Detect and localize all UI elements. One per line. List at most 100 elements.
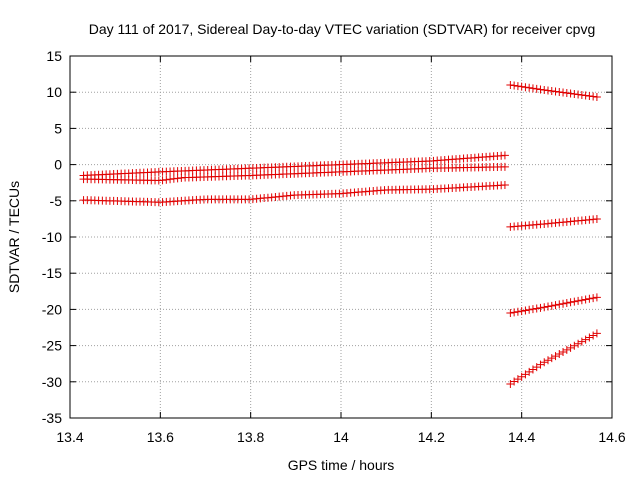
series-track-4 [506,80,601,102]
y-tick-label: -5 [50,193,63,209]
data-point [510,308,519,317]
data-point [592,93,601,102]
x-tick-label: 14 [333,429,349,445]
x-tick-label: 13.8 [237,429,264,445]
data-point [577,296,586,305]
data-point [551,87,560,96]
y-tick-label: -10 [42,229,62,245]
data-point [525,83,534,92]
data-point [592,329,601,338]
data-point [562,299,571,308]
data-point [500,151,509,160]
data-point [543,302,552,311]
data-point [532,84,541,93]
data-point [562,345,571,354]
y-tick-label: -15 [42,265,62,281]
x-axis-label: GPS time / hours [288,457,395,473]
data-point [581,295,590,304]
data-point [585,333,594,342]
x-tick-label: 14.6 [598,429,625,445]
data-point [506,80,515,89]
data-point [525,305,534,314]
data-point [585,294,594,303]
x-tick-labels: 13.4 13.6 13.8 14 14.2 14.4 14.6 [56,429,625,445]
data-point [574,339,583,348]
y-tick-label: 0 [54,157,62,173]
data-point [506,309,515,318]
y-tick-label: -35 [42,410,62,426]
data-point [581,335,590,344]
data-point [577,91,586,100]
data-point [540,303,549,312]
data-point [547,354,556,363]
series-track-7 [506,329,601,388]
series-track-6 [506,293,601,318]
x-tick-label: 14.2 [418,429,445,445]
data-point [559,347,568,356]
y-tick-label: 5 [54,120,62,136]
data-point [500,162,509,171]
data-point [566,298,575,307]
data-point [570,341,579,350]
data-point [551,301,560,310]
data-point [521,83,530,92]
y-tick-labels: 15 10 5 0 -5 -10 -15 -20 -25 -30 -35 [42,48,62,426]
y-tick-label: 15 [46,48,62,64]
data-point [574,90,583,99]
chart-title: Day 111 of 2017, Sidereal Day-to-day VTE… [89,21,596,37]
data-point [566,343,575,352]
data-point [532,304,541,313]
x-tick-label: 13.4 [56,429,83,445]
x-tick-label: 14.4 [508,429,535,445]
data-point [555,350,564,359]
data-point [513,82,522,91]
x-tick-label: 13.6 [147,429,174,445]
data-point [581,91,590,100]
y-axis-label: SDTVAR / TECUs [6,181,22,293]
data-point [528,305,537,314]
data-point [543,86,552,95]
data-point [513,307,522,316]
data-points [79,80,601,388]
series-track-1 [79,151,509,180]
data-point [566,89,575,98]
data-point [528,84,537,93]
data-point [559,299,568,308]
data-point [574,296,583,305]
data-point [547,87,556,96]
data-point [592,293,601,302]
data-point [570,90,579,99]
data-point [589,331,598,340]
data-point [585,92,594,101]
data-point [540,86,549,95]
series-track-3 [79,181,509,207]
y-tick-label: -30 [42,374,62,390]
data-point [555,88,564,97]
data-point [592,215,601,224]
series-track-2 [79,162,509,185]
data-point [589,294,598,303]
y-tick-label: -20 [42,301,62,317]
data-point [536,303,545,312]
data-point [540,358,549,367]
series-track-5 [506,215,601,231]
data-point [517,307,526,316]
data-point [517,82,526,91]
data-point [562,89,571,98]
data-point [521,306,530,315]
data-point [589,92,598,101]
y-tick-label: -25 [42,338,62,354]
y-tick-label: 10 [46,84,62,100]
data-point [559,88,568,97]
data-point [510,81,519,90]
data-point [551,352,560,361]
data-point [555,300,564,309]
data-point [536,85,545,94]
data-point [570,297,579,306]
data-point [547,301,556,310]
axis-ticks [69,55,613,419]
data-point [543,356,552,365]
data-point [577,337,586,346]
